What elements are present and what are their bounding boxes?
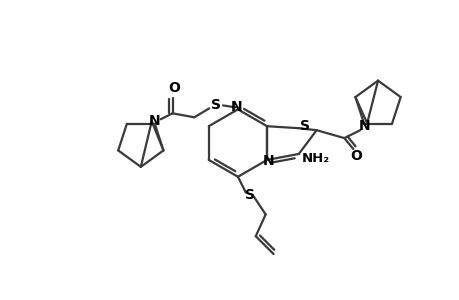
Text: O: O — [350, 149, 361, 163]
Text: NH₂: NH₂ — [301, 152, 329, 165]
Text: N: N — [149, 114, 160, 128]
Text: O: O — [168, 81, 180, 94]
Text: S: S — [244, 188, 254, 202]
Text: S: S — [211, 98, 221, 112]
Text: N: N — [230, 100, 242, 114]
Text: N: N — [358, 119, 369, 133]
Text: S: S — [299, 119, 309, 133]
Text: N: N — [262, 154, 273, 168]
